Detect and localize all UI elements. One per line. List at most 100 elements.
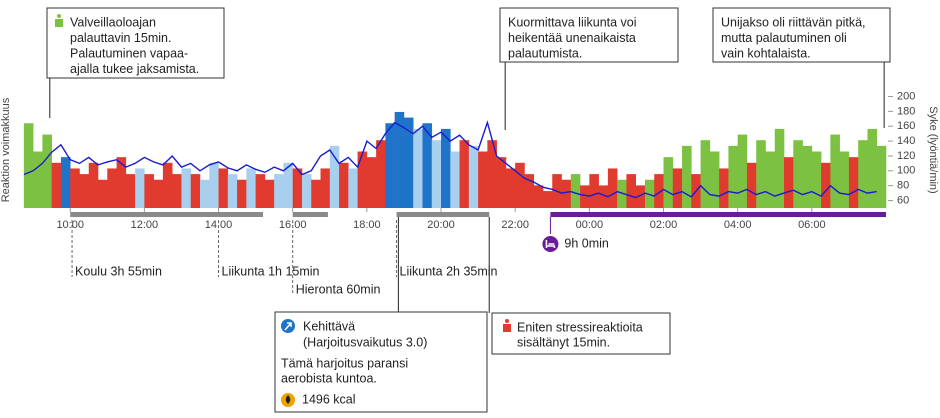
callout-text: Kuormittava liikunta voi xyxy=(508,15,637,29)
exercise-box xyxy=(274,311,488,413)
reaction-bar xyxy=(468,145,479,208)
reaction-bar xyxy=(746,162,757,208)
reaction-bar xyxy=(181,168,192,208)
x-tick-label: 04:00 xyxy=(724,219,752,231)
reaction-bar xyxy=(848,157,859,208)
callout-text: ajalla tukee jaksamista. xyxy=(70,62,199,76)
reaction-bar xyxy=(135,168,145,208)
reaction-bar xyxy=(728,145,738,208)
reaction-bar xyxy=(598,185,609,208)
y2-tick-label: 200 xyxy=(897,90,915,102)
reaction-bar xyxy=(709,151,720,208)
reaction-bar xyxy=(663,157,674,208)
reaction-bar xyxy=(116,157,127,208)
y2-tick-label: 140 xyxy=(897,135,915,147)
reaction-bar xyxy=(98,179,108,208)
reaction-bar xyxy=(403,117,414,208)
reaction-bar xyxy=(793,140,803,208)
reaction-bar xyxy=(765,151,776,208)
kcal-icon-glyph xyxy=(285,395,291,404)
callout-text: heikentää unenaikaista xyxy=(508,31,636,45)
reaction-bar xyxy=(172,174,182,208)
reaction-bar xyxy=(635,185,646,208)
reaction-bar xyxy=(561,179,572,208)
recovery-icon xyxy=(55,19,63,27)
reaction-bar xyxy=(830,134,840,208)
reaction-bar xyxy=(413,128,423,208)
activity-label: Liikunta 1h 15min xyxy=(222,264,320,278)
x-tick-label: 22:00 xyxy=(501,219,529,231)
stress-icon xyxy=(503,324,511,332)
reaction-bar xyxy=(607,168,618,208)
callout-text: vain kohtalaista. xyxy=(721,46,811,60)
reaction-bar xyxy=(339,162,349,208)
y2-axis-label: Syke (lyöntiä/min) xyxy=(927,106,939,193)
exercise-text: aerobista kuntoa. xyxy=(281,371,377,385)
activity-label: Hieronta 60min xyxy=(296,282,381,296)
reaction-bar xyxy=(357,151,368,208)
activity-label: Koulu 3h 55min xyxy=(75,264,162,278)
reaction-bar xyxy=(524,174,535,208)
reaction-bar xyxy=(811,151,822,208)
reaction-bar xyxy=(394,111,405,208)
reaction-bar xyxy=(348,168,358,208)
reaction-bar xyxy=(264,179,275,208)
x-tick-label: 00:00 xyxy=(576,219,604,231)
y2-tick-label: 100 xyxy=(897,165,915,177)
reaction-bar xyxy=(292,168,303,208)
reaction-bar xyxy=(274,174,284,208)
reaction-bar xyxy=(385,123,395,208)
callout-text: Valveillaoloajan xyxy=(70,15,156,29)
callout-box xyxy=(46,7,225,79)
x-tick-label: 12:00 xyxy=(131,219,159,231)
reaction-bar xyxy=(431,140,442,208)
y2-tick-label: 60 xyxy=(897,194,909,206)
period-bar xyxy=(70,212,264,217)
reaction-bar xyxy=(459,140,470,208)
reaction-bar xyxy=(802,145,813,208)
stress-text: sisältänyt 15min. xyxy=(517,335,610,349)
reaction-bar xyxy=(450,151,460,208)
reaction-bar xyxy=(301,174,312,208)
reaction-bar xyxy=(88,162,99,208)
stress-text: Eniten stressireaktioita xyxy=(517,320,643,334)
reaction-bar xyxy=(839,151,850,208)
reaction-bar xyxy=(570,174,581,208)
reaction-bar xyxy=(774,128,785,208)
period-bar xyxy=(292,212,328,217)
reaction-bar xyxy=(876,145,887,208)
x-tick-label: 16:00 xyxy=(279,219,307,231)
reaction-bar xyxy=(42,134,52,208)
reaction-bar xyxy=(246,168,256,208)
period-bar xyxy=(396,212,490,217)
reaction-bar xyxy=(821,162,831,208)
activity-label: Liikunta 2h 35min xyxy=(400,264,498,278)
reaction-bar xyxy=(505,168,516,208)
reaction-bar xyxy=(756,140,766,208)
reaction-bar xyxy=(227,174,238,208)
x-tick-label: 14:00 xyxy=(205,219,233,231)
reaction-bar xyxy=(589,174,599,208)
reaction-bar xyxy=(237,179,247,208)
reaction-bar xyxy=(199,179,210,208)
callout-text: mutta palautuminen oli xyxy=(721,31,847,45)
x-tick-label: 06:00 xyxy=(798,219,826,231)
reaction-bar xyxy=(478,151,488,208)
x-tick-label: 10:00 xyxy=(56,219,84,231)
callout-text: palautumista. xyxy=(508,46,582,60)
y2-tick-label: 180 xyxy=(897,105,915,117)
reaction-bar xyxy=(672,168,683,208)
reaction-bar xyxy=(441,128,451,208)
reaction-bar xyxy=(626,174,636,208)
reaction-bar xyxy=(700,140,711,208)
exercise-title: Kehittävä xyxy=(303,319,355,333)
reaction-bar xyxy=(737,134,748,208)
reaction-bar xyxy=(320,168,331,208)
reaction-bar xyxy=(255,174,266,208)
reaction-bar xyxy=(190,174,201,208)
reaction-bar xyxy=(644,179,655,208)
y2-tick-label: 120 xyxy=(897,150,915,162)
reaction-bar xyxy=(496,157,507,208)
callout-text: Unijakso oli riittävän pitkä, xyxy=(721,15,866,29)
